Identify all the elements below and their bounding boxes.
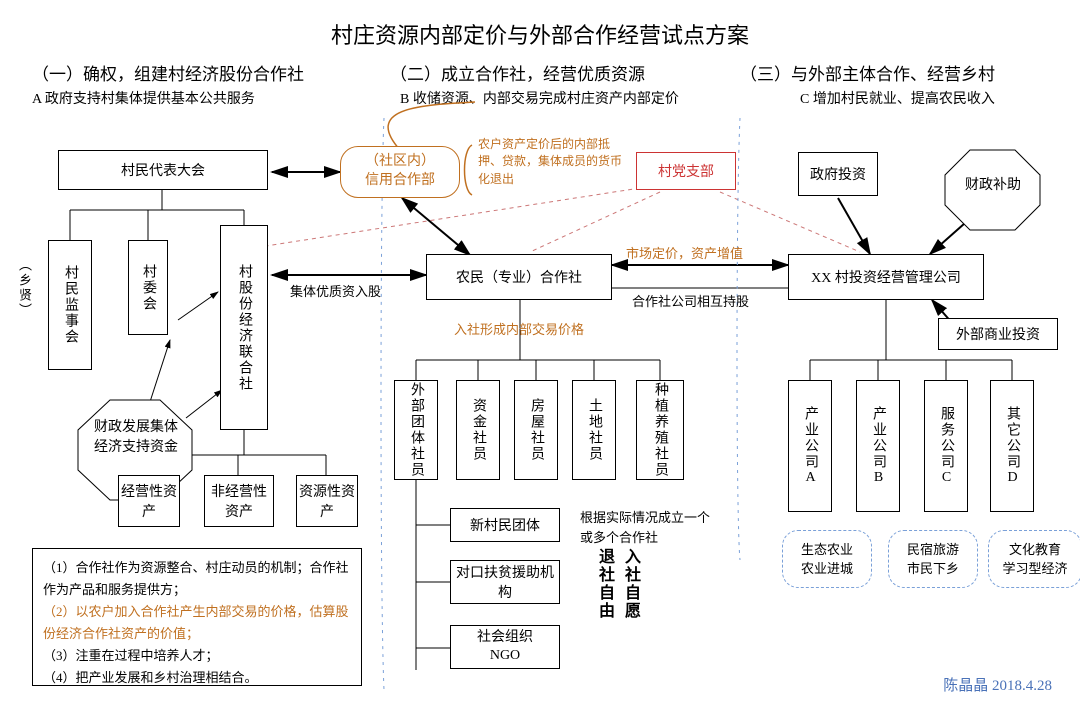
edge-label-2: 入社形成内部交易价格 [454, 320, 584, 340]
node-asset3: 资源性资产 [296, 475, 358, 527]
node-sub1: 新村民团体 [450, 508, 560, 542]
section3-head: （三）与外部主体合作、经营乡村 [740, 60, 995, 85]
node-farmercoop: 农民（专业）合作社 [426, 254, 612, 300]
node-credit: （社区内） 信用合作部 [340, 146, 460, 198]
node-fiscal: 财政补助 [958, 175, 1028, 196]
section2-head: （二）成立合作社，经营优质资源 [390, 60, 645, 85]
edge-label-7: 入社自愿 [618, 548, 642, 620]
node-sub3: 社会组织 NGO [450, 625, 560, 669]
edge-label-5: 根据实际情况成立一个或多个合作社 [580, 508, 716, 547]
bubble-2: 民宿旅游 市民下乡 [888, 530, 978, 588]
node-sub2: 对口扶贫援助机构 [450, 560, 560, 604]
section1-head: （一）确权，组建村经济股份合作社 [32, 60, 304, 85]
edge-label-6: 退社自由 [592, 548, 616, 620]
node-m1: 外部团体社员 [394, 380, 438, 480]
node-supervise: 村民监事会 [48, 240, 92, 370]
note-credit: 农户资产定价后的内部抵押、贷款，集体成员的货币化退出 [478, 136, 628, 188]
diagram-canvas: 村庄资源内部定价与外部合作经营试点方案 （一）确权，组建村经济股份合作社 A 政… [0, 0, 1080, 717]
node-asset1: 经营性资产 [118, 475, 180, 527]
bubble-3: 文化教育 学习型经济 [988, 530, 1080, 588]
edge-label-1: 集体优质资入股 [290, 282, 381, 302]
node-union: 村股份经济联合社 [220, 225, 268, 430]
edge-label-4: 合作社公司相互持股 [632, 292, 749, 312]
node-govinvest: 政府投资 [798, 152, 878, 196]
section3-sub: C 增加村民就业、提高农民收入 [800, 88, 995, 108]
node-extinvest: 外部商业投资 [938, 318, 1058, 350]
main-title: 村庄资源内部定价与外部合作经营试点方案 [0, 18, 1080, 50]
node-company: XX 村投资经营管理公司 [788, 254, 984, 300]
section1-sub: A 政府支持村集体提供基本公共服务 [32, 88, 255, 108]
node-m3: 房屋社员 [514, 380, 558, 480]
footnote-box: （1）合作社作为资源整合、村庄动员的机制；合作社作为产品和服务提供方； （2）以… [32, 548, 362, 686]
footnote-4: （4）把产业发展和乡村治理相结合。 [43, 667, 351, 689]
node-m2: 资金社员 [456, 380, 500, 480]
node-c4: 其它公司D [990, 380, 1034, 512]
section2-sub: B 收储资源、内部交易完成村庄资产内部定价 [400, 88, 679, 108]
signature: 陈晶晶 2018.4.28 [943, 675, 1052, 698]
node-m4: 土地社员 [572, 380, 616, 480]
node-c1: 产业公司A [788, 380, 832, 512]
footnote-3: （3）注重在过程中培养人才； [43, 645, 351, 667]
bubble-1: 生态农业 农业进城 [782, 530, 872, 588]
footnote-2: （2）以农户加入合作社产生内部交易的价格，估算股份经济合作社资产的价值； [43, 601, 351, 645]
node-c2: 产业公司B [856, 380, 900, 512]
edge-label-3: 市场定价，资产增值 [626, 244, 743, 264]
node-asset2: 非经营性资产 [204, 475, 274, 527]
node-m5: 种植养殖社员 [636, 380, 684, 480]
node-committee: 村委会 [128, 240, 168, 335]
node-assembly: 村民代表大会 [58, 150, 268, 190]
node-fund: 财政发展集体经济支持资金 [90, 418, 182, 459]
label-xiangxian: （乡贤） [14, 258, 34, 318]
node-c3: 服务公司C [924, 380, 968, 512]
footnote-1: （1）合作社作为资源整合、村庄动员的机制；合作社作为产品和服务提供方； [43, 557, 351, 601]
node-party: 村党支部 [636, 152, 736, 190]
